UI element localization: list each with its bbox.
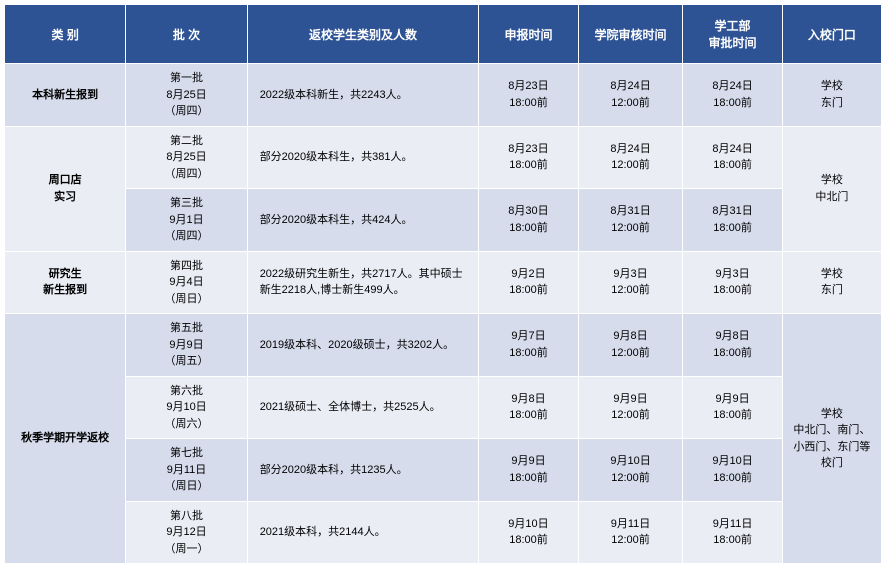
table-body: 本科新生报到 第一批 8月25日 （周四） 2022级本科新生，共2243人。 …	[5, 64, 882, 564]
table-row: 第七批 9月11日 （周日） 部分2020级本科，共1235人。 9月9日18:…	[5, 439, 882, 502]
approve-cell: 9月11日18:00前	[683, 501, 782, 564]
category-cell: 秋季学期开学返校	[5, 314, 126, 564]
batch-cell: 第四批 9月4日 （周日）	[126, 251, 247, 314]
category-cell: 周口店 实习	[5, 126, 126, 251]
schedule-table: 类 别 批 次 返校学生类别及人数 申报时间 学院审核时间 学工部 审批时间 入…	[4, 4, 882, 564]
batch-cell: 第一批 8月25日 （周四）	[126, 64, 247, 127]
approve-cell: 9月10日18:00前	[683, 439, 782, 502]
gate-cell: 学校东门	[782, 64, 881, 127]
batch-cell: 第七批 9月11日 （周日）	[126, 439, 247, 502]
header-approve-l2: 审批时间	[709, 36, 757, 50]
header-apply: 申报时间	[479, 5, 578, 64]
table-row: 第三批 9月1日 （周四） 部分2020级本科生，共424人。 8月30日18:…	[5, 189, 882, 252]
approve-cell: 8月24日18:00前	[683, 126, 782, 189]
approve-cell: 9月9日18:00前	[683, 376, 782, 439]
review-cell: 8月24日12:00前	[578, 126, 683, 189]
review-cell: 8月24日12:00前	[578, 64, 683, 127]
header-batch: 批 次	[126, 5, 247, 64]
table-row: 秋季学期开学返校 第五批 9月9日 （周五） 2019级本科、2020级硕士，共…	[5, 314, 882, 377]
header-students: 返校学生类别及人数	[247, 5, 479, 64]
approve-cell: 9月8日18:00前	[683, 314, 782, 377]
students-cell: 部分2020级本科生，共424人。	[247, 189, 479, 252]
apply-cell: 9月7日18:00前	[479, 314, 578, 377]
apply-cell: 8月23日18:00前	[479, 64, 578, 127]
batch-cell: 第六批 9月10日 （周六）	[126, 376, 247, 439]
students-cell: 2021级本科，共2144人。	[247, 501, 479, 564]
header-category: 类 别	[5, 5, 126, 64]
apply-cell: 9月10日18:00前	[479, 501, 578, 564]
apply-cell: 9月8日18:00前	[479, 376, 578, 439]
approve-cell: 8月31日18:00前	[683, 189, 782, 252]
review-cell: 8月31日12:00前	[578, 189, 683, 252]
header-review: 学院审核时间	[578, 5, 683, 64]
table-row: 本科新生报到 第一批 8月25日 （周四） 2022级本科新生，共2243人。 …	[5, 64, 882, 127]
apply-cell: 8月30日18:00前	[479, 189, 578, 252]
review-cell: 9月3日12:00前	[578, 251, 683, 314]
apply-cell: 8月23日18:00前	[479, 126, 578, 189]
approve-cell: 9月3日18:00前	[683, 251, 782, 314]
batch-cell: 第八批 9月12日 （周一）	[126, 501, 247, 564]
header-approve-l1: 学工部	[715, 19, 751, 33]
review-cell: 9月8日12:00前	[578, 314, 683, 377]
table-row: 周口店 实习 第二批 8月25日 （周四） 部分2020级本科生，共381人。 …	[5, 126, 882, 189]
apply-cell: 9月2日18:00前	[479, 251, 578, 314]
review-cell: 9月10日12:00前	[578, 439, 683, 502]
students-cell: 部分2020级本科，共1235人。	[247, 439, 479, 502]
batch-cell: 第三批 9月1日 （周四）	[126, 189, 247, 252]
approve-cell: 8月24日18:00前	[683, 64, 782, 127]
batch-cell: 第二批 8月25日 （周四）	[126, 126, 247, 189]
table-row: 第八批 9月12日 （周一） 2021级本科，共2144人。 9月10日18:0…	[5, 501, 882, 564]
gate-cell: 学校中北门	[782, 126, 881, 251]
apply-cell: 9月9日18:00前	[479, 439, 578, 502]
review-cell: 9月11日12:00前	[578, 501, 683, 564]
students-cell: 2019级本科、2020级硕士，共3202人。	[247, 314, 479, 377]
header-gate: 入校门口	[782, 5, 881, 64]
students-cell: 2021级硕士、全体博士，共2525人。	[247, 376, 479, 439]
category-cell: 本科新生报到	[5, 64, 126, 127]
category-cell: 研究生 新生报到	[5, 251, 126, 314]
students-cell: 部分2020级本科生，共381人。	[247, 126, 479, 189]
header-row: 类 别 批 次 返校学生类别及人数 申报时间 学院审核时间 学工部 审批时间 入…	[5, 5, 882, 64]
students-cell: 2022级研究生新生，共2717人。其中硕士新生2218人,博士新生499人。	[247, 251, 479, 314]
header-approve: 学工部 审批时间	[683, 5, 782, 64]
batch-cell: 第五批 9月9日 （周五）	[126, 314, 247, 377]
gate-cell: 学校东门	[782, 251, 881, 314]
gate-cell: 学校中北门、南门、小西门、东门等校门	[782, 314, 881, 564]
students-cell: 2022级本科新生，共2243人。	[247, 64, 479, 127]
table-row: 研究生 新生报到 第四批 9月4日 （周日） 2022级研究生新生，共2717人…	[5, 251, 882, 314]
table-row: 第六批 9月10日 （周六） 2021级硕士、全体博士，共2525人。 9月8日…	[5, 376, 882, 439]
review-cell: 9月9日12:00前	[578, 376, 683, 439]
